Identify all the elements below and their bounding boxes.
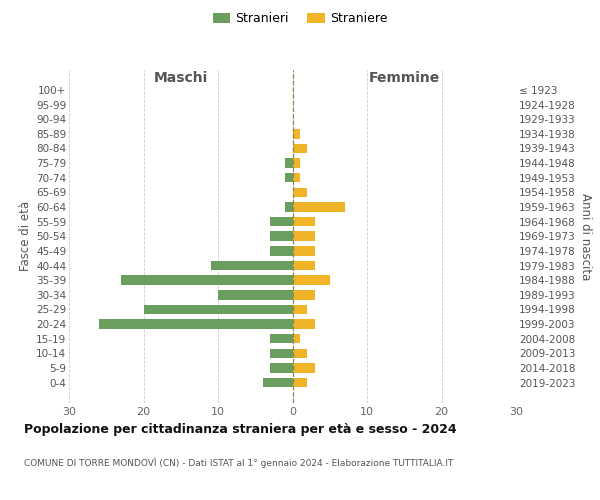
Bar xyxy=(293,232,315,241)
Text: Maschi: Maschi xyxy=(154,71,208,85)
Bar xyxy=(293,363,315,372)
Bar xyxy=(293,129,300,138)
Y-axis label: Fasce di età: Fasce di età xyxy=(19,201,32,272)
Bar xyxy=(293,217,315,226)
Bar xyxy=(293,334,300,344)
Bar xyxy=(285,158,293,168)
Bar xyxy=(270,217,293,226)
Bar xyxy=(270,246,293,256)
Bar xyxy=(270,363,293,372)
Bar xyxy=(293,320,315,329)
Bar xyxy=(143,304,293,314)
Bar xyxy=(270,232,293,241)
Bar xyxy=(293,348,307,358)
Bar xyxy=(293,246,315,256)
Bar xyxy=(293,276,330,285)
Bar xyxy=(285,173,293,182)
Bar xyxy=(270,334,293,344)
Bar xyxy=(293,173,300,182)
Bar xyxy=(99,320,293,329)
Text: Popolazione per cittadinanza straniera per età e sesso - 2024: Popolazione per cittadinanza straniera p… xyxy=(24,422,457,436)
Bar xyxy=(293,304,307,314)
Text: Femmine: Femmine xyxy=(368,71,440,85)
Bar xyxy=(293,261,315,270)
Bar xyxy=(293,158,300,168)
Bar xyxy=(263,378,293,388)
Bar xyxy=(293,202,344,211)
Bar xyxy=(285,202,293,211)
Y-axis label: Anni di nascita: Anni di nascita xyxy=(579,192,592,280)
Bar xyxy=(270,348,293,358)
Bar xyxy=(121,276,293,285)
Bar xyxy=(293,290,315,300)
Bar xyxy=(293,144,307,153)
Bar xyxy=(218,290,293,300)
Bar xyxy=(211,261,293,270)
Legend: Stranieri, Straniere: Stranieri, Straniere xyxy=(208,7,392,30)
Bar xyxy=(293,378,307,388)
Bar xyxy=(293,188,307,197)
Text: COMUNE DI TORRE MONDOVÌ (CN) - Dati ISTAT al 1° gennaio 2024 - Elaborazione TUTT: COMUNE DI TORRE MONDOVÌ (CN) - Dati ISTA… xyxy=(24,458,454,468)
